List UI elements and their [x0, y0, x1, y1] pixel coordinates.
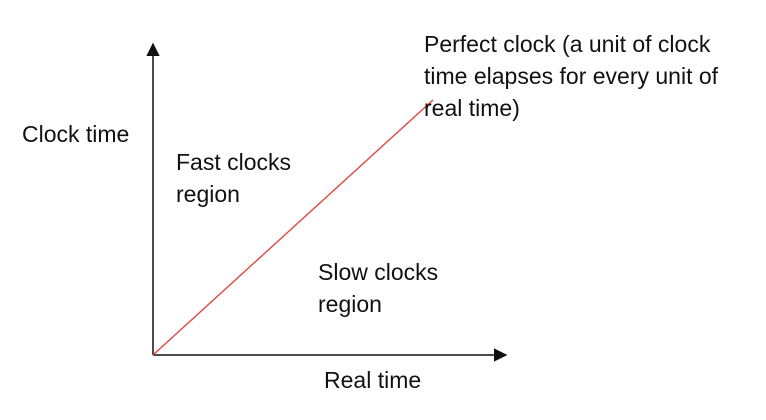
- slow-clocks-region-label: Slow clocks region: [318, 259, 439, 317]
- perfect-clock-annotation: Perfect clock (a unit of clock time elap…: [424, 31, 719, 121]
- perfect-clock-line: [152, 99, 434, 356]
- y-axis-label: Clock time: [22, 121, 130, 147]
- fast-clocks-region-label: Fast clocks region: [176, 149, 292, 207]
- x-axis-label: Real time: [324, 367, 422, 393]
